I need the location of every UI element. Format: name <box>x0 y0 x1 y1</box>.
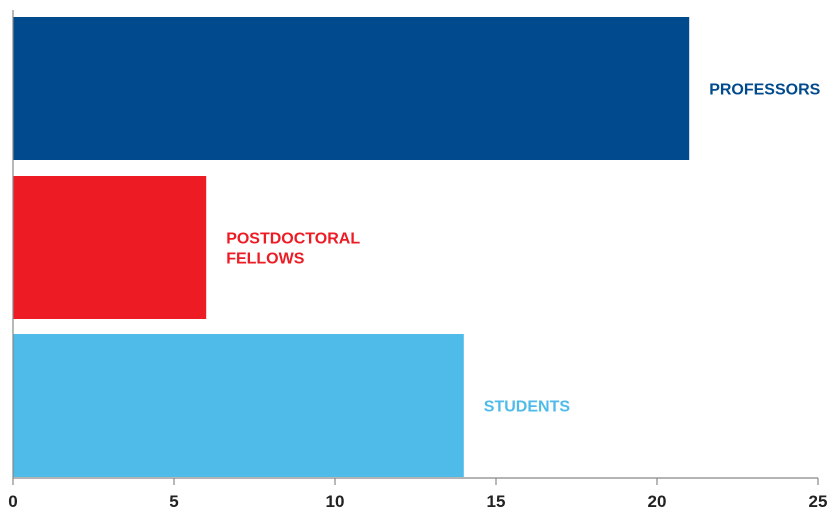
x-tick-label: 25 <box>809 492 828 511</box>
x-tick-label: 10 <box>326 492 345 511</box>
bars-layer <box>13 17 690 477</box>
bar-students <box>13 334 464 477</box>
bar-label-professors: PROFESSORS <box>709 82 820 99</box>
bar-professors <box>13 17 690 160</box>
bar-label-postdoctoral-fellows: POSTDOCTORAL FELLOWS <box>226 231 360 268</box>
x-tick-label: 0 <box>8 492 17 511</box>
x-axis: 0 5 10 15 20 25 <box>8 10 827 511</box>
x-tick-label: 5 <box>169 492 178 511</box>
bar-postdoctoral-fellows <box>13 176 207 319</box>
x-tick-label: 15 <box>487 492 506 511</box>
bar-label-students: STUDENTS <box>484 399 571 416</box>
bar-labels-layer: PROFESSORS POSTDOCTORAL FELLOWS STUDENTS <box>226 82 820 416</box>
x-tick-label: 20 <box>648 492 667 511</box>
